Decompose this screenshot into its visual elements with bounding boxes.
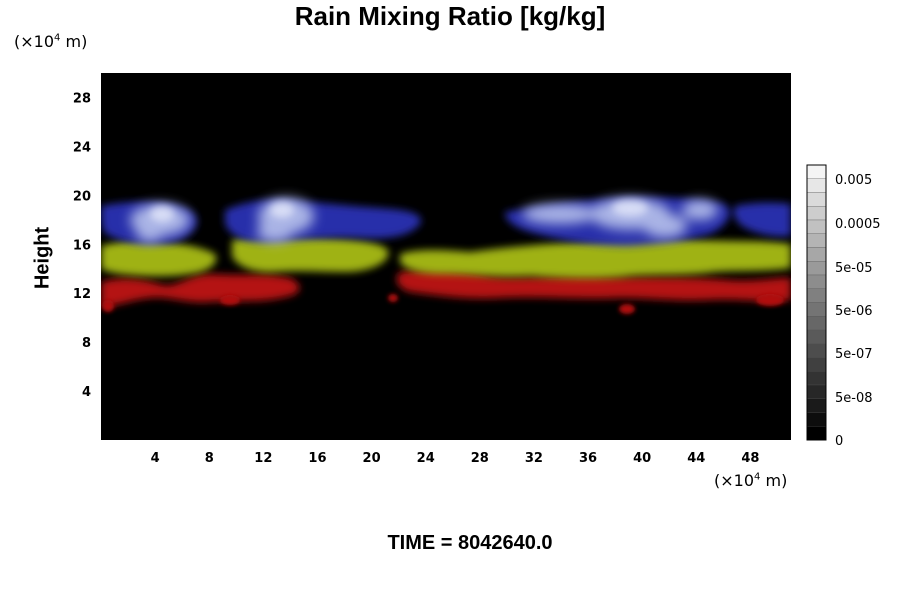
x-tick-label: 4 [151,451,160,466]
y-tick-label: 8 [82,336,91,351]
y-unit-label: (×104 m) [14,32,88,51]
y-tick-label: 28 [73,91,91,106]
colorbar-band [806,371,827,386]
x-tick-label: 36 [579,451,597,466]
colorbar-band [806,288,827,303]
y-axis-ticks: 4 8 12 16 20 24 28 [73,91,91,400]
colorbar-band [806,247,827,262]
colorbar-band [806,398,827,413]
colorbar-band [806,233,827,248]
y-tick-label: 16 [73,238,91,253]
red-band [101,269,791,307]
rain-field [101,197,791,314]
x-axis-ticks: 4 8 12 16 20 24 28 32 36 40 44 48 [151,451,760,466]
x-tick-label: 48 [741,451,759,466]
time-label: TIME = 8042640.0 [387,532,553,554]
colorbar: 0.005 0.0005 5e-05 5e-06 5e-07 5e-08 0 [806,164,881,449]
colorbar-band [806,357,827,372]
y-tick-label: 24 [73,140,91,155]
colorbar-tick-label: 0.005 [835,173,872,188]
chart-title: Rain Mixing Ratio [kg/kg] [294,1,606,31]
colorbar-band [806,412,827,427]
colorbar-band [806,343,827,358]
colorbar-tick-label: 5e-05 [835,261,873,276]
colorbar-band [806,164,827,179]
x-tick-label: 40 [633,451,651,466]
colorbar-band [806,302,827,317]
colorbar-outline [806,164,827,441]
colorbar-band [806,329,827,344]
yellow-band [101,236,791,279]
colorbar-band [806,426,827,441]
colorbar-band [806,192,827,207]
x-tick-label: 12 [254,451,272,466]
colorbar-bands [806,164,827,441]
colorbar-tick-label: 0 [835,434,843,449]
colorbar-labels: 0.005 0.0005 5e-05 5e-06 5e-07 5e-08 0 [835,173,881,449]
x-tick-label: 20 [363,451,381,466]
x-tick-label: 8 [205,451,214,466]
colorbar-tick-label: 5e-06 [835,304,873,319]
colorbar-band [806,206,827,221]
colorbar-band [806,274,827,289]
colorbar-tick-label: 5e-08 [835,391,873,406]
colorbar-band [806,219,827,234]
colorbar-band [806,384,827,399]
colorbar-tick-label: 0.0005 [835,217,881,232]
colorbar-band [806,261,827,276]
colorbar-band [806,178,827,193]
y-tick-label: 12 [73,287,91,302]
x-tick-label: 28 [471,451,489,466]
x-tick-label: 24 [417,451,435,466]
x-tick-label: 16 [308,451,326,466]
colorbar-band [806,316,827,331]
x-unit-label: (×104 m) [714,471,788,490]
y-tick-label: 4 [82,385,91,400]
x-tick-label: 44 [687,451,705,466]
x-tick-label: 32 [525,451,543,466]
colorbar-tick-label: 5e-07 [835,347,873,362]
y-tick-label: 20 [73,189,91,204]
